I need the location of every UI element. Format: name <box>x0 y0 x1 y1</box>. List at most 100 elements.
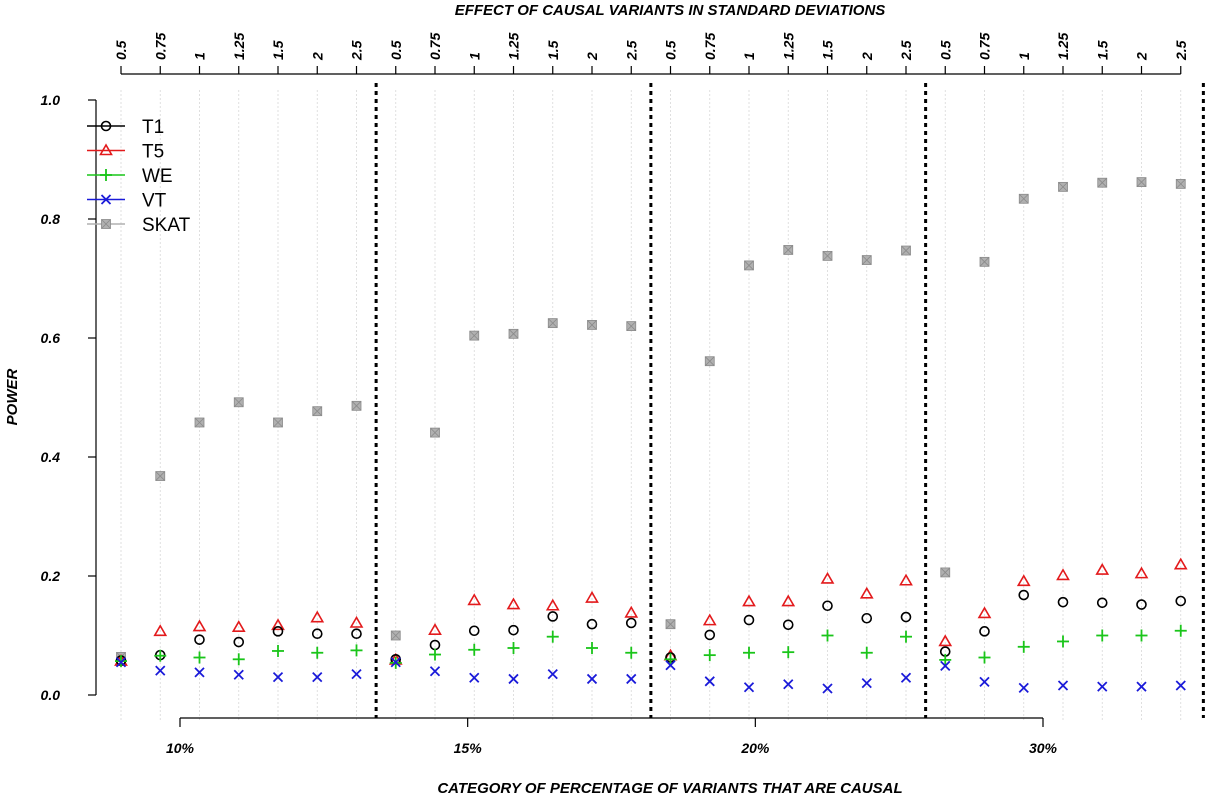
point-t5 <box>349 615 364 628</box>
legend-item: WE <box>87 166 173 187</box>
point-t1 <box>625 617 637 629</box>
point-t5 <box>938 634 953 647</box>
group-label: 20% <box>740 740 770 756</box>
point-t1 <box>1136 599 1147 610</box>
point-we <box>154 649 167 662</box>
point-t5 <box>820 571 835 584</box>
point-t1 <box>272 626 284 637</box>
y-tick-label: 0.6 <box>41 330 61 346</box>
legend-label: SKAT <box>142 215 191 236</box>
point-t1 <box>468 625 480 637</box>
point-we <box>1057 635 1069 648</box>
point-we <box>821 629 834 642</box>
y-tick-label: 1.0 <box>41 92 61 108</box>
point-t5 <box>781 594 796 607</box>
legend-label: T5 <box>142 142 164 163</box>
point-t1 <box>547 611 559 622</box>
point-we <box>586 641 598 654</box>
point-we <box>1096 629 1109 642</box>
point-t5 <box>1016 574 1031 587</box>
point-vt <box>861 677 872 689</box>
point-t1 <box>1057 596 1069 608</box>
point-vt <box>351 669 362 680</box>
point-vt <box>940 660 951 671</box>
point-t5 <box>153 624 168 637</box>
point-t5 <box>310 610 325 623</box>
group-label: 10% <box>166 740 195 756</box>
point-we <box>703 649 716 662</box>
point-skat <box>940 567 951 578</box>
top-tick-label: 0.5 <box>113 40 129 60</box>
point-vt <box>626 673 637 685</box>
point-t5 <box>1134 566 1149 579</box>
legend-marker <box>100 169 112 181</box>
point-skat <box>979 256 990 267</box>
point-we <box>1135 629 1148 642</box>
legend-marker <box>99 143 113 156</box>
point-t5 <box>1095 562 1110 575</box>
point-skat <box>744 260 754 271</box>
point-we <box>664 653 677 666</box>
top-tick-label: 2 <box>584 52 600 61</box>
point-t1 <box>1175 595 1187 607</box>
top-tick-label: 2.5 <box>898 40 914 61</box>
top-tick-label: 2.5 <box>623 40 639 61</box>
point-t1 <box>861 612 873 624</box>
top-tick-label: 1.25 <box>780 33 796 60</box>
point-t1 <box>822 600 833 612</box>
y-tick-label: 0.0 <box>41 687 61 703</box>
legend-marker <box>100 194 112 205</box>
point-t1 <box>586 618 598 630</box>
point-skat <box>626 321 637 332</box>
series-skat <box>116 177 1186 662</box>
point-we <box>625 646 638 659</box>
point-skat <box>273 417 283 428</box>
point-t1 <box>194 634 205 645</box>
point-vt <box>272 672 284 683</box>
y-tick-label: 0.2 <box>41 568 61 584</box>
point-skat <box>547 318 558 329</box>
point-vt <box>1097 681 1108 692</box>
point-skat <box>1097 177 1108 188</box>
point-t1 <box>1018 589 1030 601</box>
point-t1 <box>900 611 912 623</box>
data-points <box>114 177 1188 694</box>
point-skat <box>1058 181 1068 192</box>
point-vt <box>194 667 205 678</box>
series-t5 <box>114 557 1188 666</box>
point-we <box>232 653 245 666</box>
point-we <box>860 646 873 659</box>
top-tick-label: 2.5 <box>349 40 365 61</box>
point-t5 <box>1056 568 1070 581</box>
point-vt <box>783 679 794 690</box>
point-vt <box>469 672 480 683</box>
point-t5 <box>1173 557 1188 570</box>
point-t1 <box>508 624 519 636</box>
point-skat <box>822 250 833 261</box>
point-skat <box>1018 193 1029 204</box>
legend: T1 T5 WE VT SKAT <box>87 117 191 236</box>
point-skat <box>155 471 166 481</box>
point-we <box>782 646 795 659</box>
y-axis: 0.0 0.2 0.4 0.6 0.8 1.0 <box>41 92 97 703</box>
point-we <box>468 643 481 656</box>
top-axis-title: EFFECT OF CAUSAL VARIANTS IN STANDARD DE… <box>455 2 886 19</box>
legend-label: WE <box>142 166 173 187</box>
top-tick-label: 1.5 <box>545 40 561 60</box>
point-vt <box>115 657 127 668</box>
point-t5 <box>977 606 992 619</box>
bottom-axis: 10% 15% 20% 30% <box>166 717 1058 756</box>
point-t5 <box>585 590 599 603</box>
point-t5 <box>506 597 521 610</box>
point-t1 <box>704 629 716 641</box>
top-tick-label: 1 <box>741 52 757 60</box>
point-we <box>350 644 363 657</box>
point-vt <box>1018 682 1029 693</box>
point-t1 <box>429 639 441 651</box>
top-tick-label: 1 <box>192 52 208 60</box>
point-skat <box>508 328 519 339</box>
top-tick-label: 0.5 <box>937 40 953 60</box>
point-vt <box>704 676 715 687</box>
point-skat <box>312 406 323 417</box>
group-separators <box>374 83 1205 718</box>
